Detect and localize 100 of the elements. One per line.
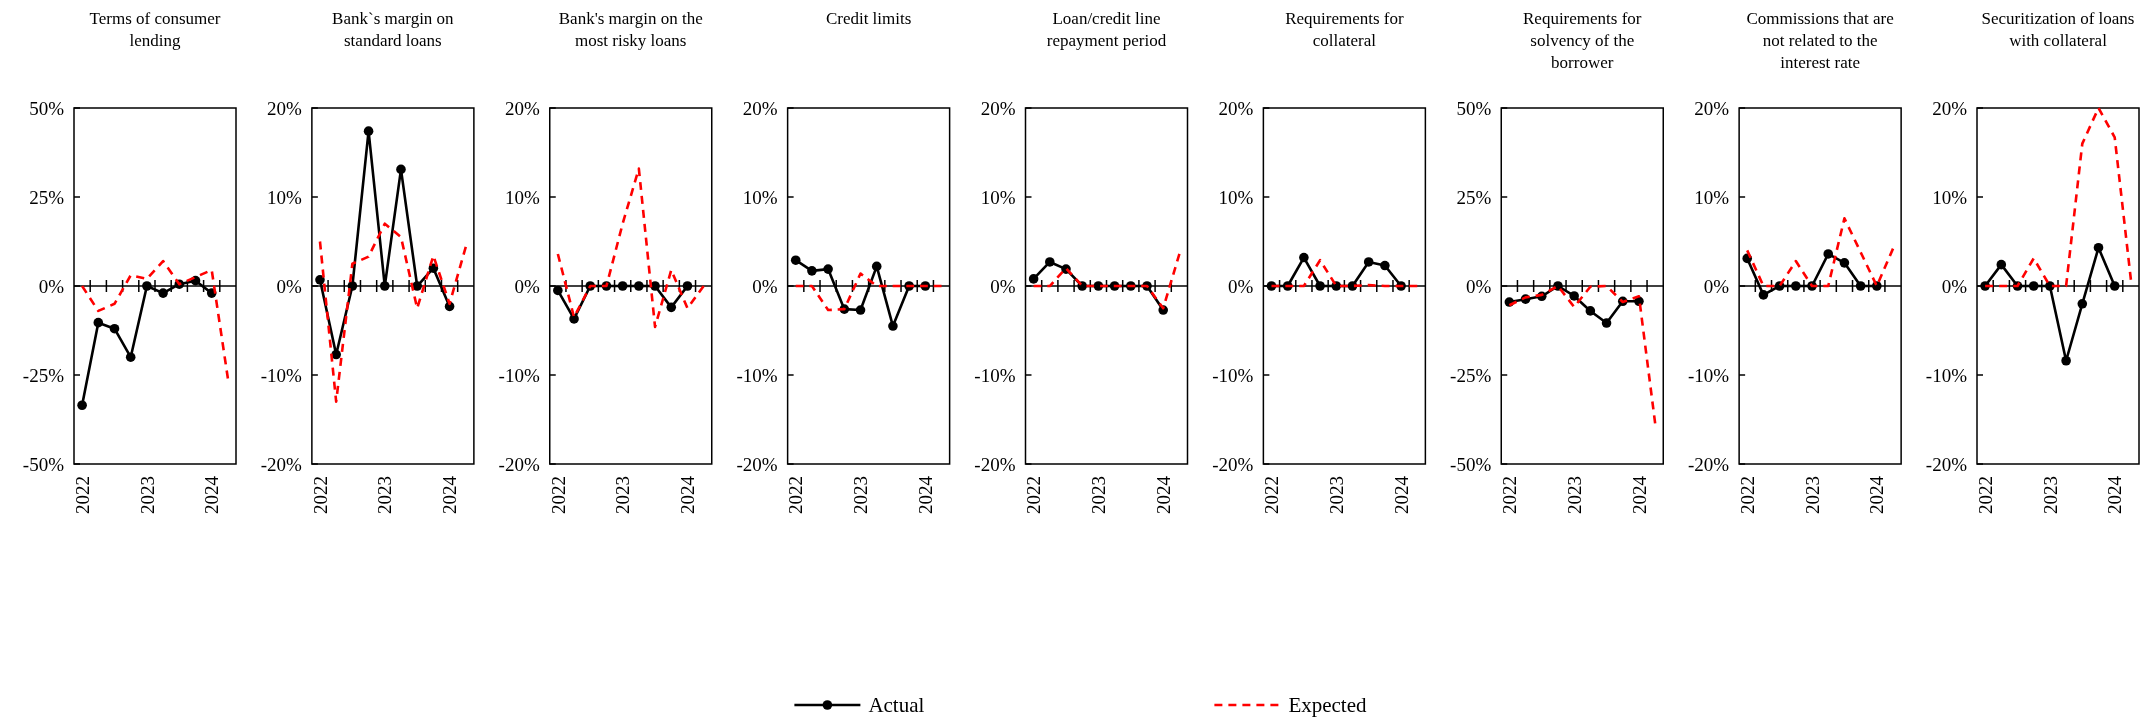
point [2077, 299, 2088, 309]
y-tick-label: -10% [1925, 364, 1968, 386]
point [823, 264, 833, 274]
chart-title: Loan/credit line repayment period [1046, 9, 1167, 50]
x-tick-label: 2022 [1261, 476, 1283, 514]
point [634, 281, 644, 291]
y-tick-label: 10% [1218, 186, 1254, 208]
point [1315, 281, 1325, 291]
point [1758, 290, 1769, 300]
x-tick-label: 2022 [785, 476, 807, 514]
point [790, 255, 801, 265]
y-tick-label: 20% [504, 97, 540, 119]
point [315, 274, 325, 285]
y-tick-label: 10% [1694, 186, 1730, 208]
y-tick-label: -20% [1212, 453, 1254, 475]
x-tick-label: 2022 [1499, 476, 1520, 514]
x-tick-label: 2024 [1390, 475, 1412, 514]
y-tick-label: -50% [1450, 453, 1492, 475]
point [1380, 260, 1390, 271]
x-tick-label: 2023 [850, 476, 872, 514]
y-tick-label: -10% [498, 364, 540, 386]
point [142, 281, 152, 291]
line-series [794, 272, 943, 312]
y-tick-label: -10% [736, 364, 778, 386]
y-tick-label: -25% [22, 364, 65, 386]
point [158, 288, 168, 298]
y-tick-label: 0% [1228, 275, 1254, 297]
line-series [318, 222, 468, 403]
x-tick-label: 2023 [612, 476, 634, 514]
point [1347, 281, 1358, 291]
line-series [556, 167, 705, 329]
x-tick-label: 2024 [914, 475, 936, 514]
x-tick-label: 2023 [136, 476, 158, 514]
x-tick-label: 2022 [71, 476, 93, 514]
x-tick-label: 2023 [1088, 476, 1110, 514]
chart-title: Requirements for collateral [1285, 9, 1404, 50]
point [1093, 281, 1104, 291]
x-tick-label: 2024 [2104, 475, 2126, 514]
y-tick-label: -50% [22, 453, 65, 475]
point [412, 281, 422, 291]
legend-label: Actual [868, 693, 925, 718]
point [807, 266, 817, 276]
y-tick-label: -25% [1450, 364, 1492, 386]
x-tick-label: 2024 [1866, 475, 1888, 514]
x-tick-label: 2024 [1628, 475, 1650, 514]
y-tick-label: -20% [736, 453, 778, 475]
x-tick-label: 2022 [547, 476, 569, 514]
x-tick-label: 2023 [1563, 476, 1585, 514]
y-tick-label: 20% [742, 97, 778, 119]
point [125, 352, 136, 362]
point [2061, 355, 2071, 366]
point [871, 261, 882, 272]
point [109, 323, 120, 334]
y-tick-label: 0% [1465, 275, 1492, 297]
point [1996, 259, 2007, 270]
point [682, 281, 693, 291]
x-tick-label: 2023 [1801, 476, 1823, 514]
y-tick-label: -10% [1687, 364, 1730, 386]
y-tick-label: 0% [38, 275, 65, 297]
y-tick-label: 20% [1218, 97, 1254, 119]
y-tick-label: -10% [260, 364, 303, 386]
y-tick-label: -20% [974, 453, 1016, 475]
chart-title: Terms of consumer lending [89, 9, 221, 50]
x-tick-label: 2024 [1152, 475, 1174, 514]
x-tick-label: 2022 [309, 476, 331, 514]
point [77, 400, 87, 411]
point [855, 305, 866, 315]
point [617, 281, 628, 291]
y-tick-label: -20% [260, 453, 303, 475]
y-tick-label: 0% [1941, 275, 1968, 297]
y-tick-label: 10% [742, 186, 778, 208]
line-series [80, 259, 230, 380]
x-tick-label: 2022 [1023, 476, 1045, 514]
point [1823, 249, 1834, 259]
y-tick-label: 10% [980, 186, 1016, 208]
y-tick-label: 25% [1456, 186, 1492, 208]
y-tick-label: 0% [1703, 275, 1730, 297]
point [2093, 242, 2104, 253]
point [396, 164, 406, 175]
y-tick-label: 10% [504, 186, 540, 208]
point [1791, 281, 1801, 291]
point [379, 281, 390, 291]
point [1569, 291, 1579, 301]
x-tick-label: 2024 [677, 475, 699, 514]
chart-title: Commissions that are not related to the interest rate [1746, 9, 1894, 72]
point [93, 317, 104, 328]
y-tick-label: 20% [980, 97, 1016, 119]
point [666, 302, 677, 313]
point [1855, 281, 1866, 291]
x-tick-label: 2023 [1325, 476, 1347, 514]
point [888, 321, 898, 331]
y-tick-label: 0% [990, 275, 1016, 297]
y-tick-label: -20% [498, 453, 540, 475]
chart-title: Securitization of loans with collateral [1981, 9, 2135, 50]
x-tick-label: 2024 [201, 475, 223, 514]
point [1585, 306, 1596, 316]
point [363, 126, 374, 136]
point [569, 314, 579, 324]
point [1601, 318, 1612, 328]
point [1299, 252, 1309, 263]
